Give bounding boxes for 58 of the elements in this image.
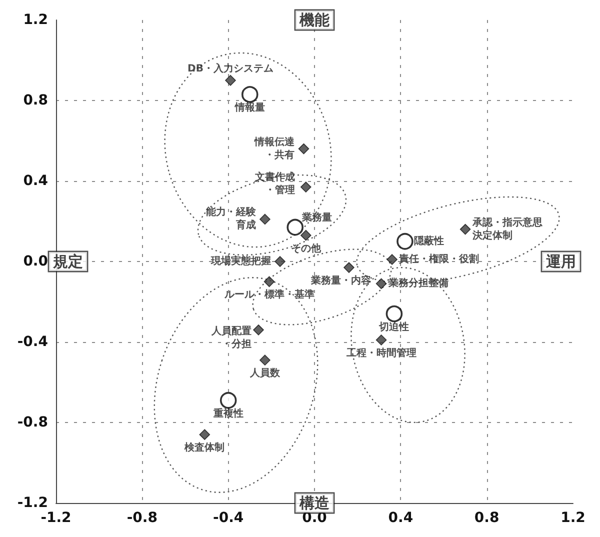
x-tick-label: 0.8: [474, 510, 500, 526]
annotation: 能力・経験育成: [206, 206, 257, 232]
point: [300, 230, 312, 241]
x-tick-label: -1.2: [40, 510, 72, 526]
annotation: 検査体制: [184, 442, 225, 454]
annotation: ルール・標準・基準: [223, 288, 314, 301]
annotation: 構造: [298, 494, 330, 512]
annotation: 承認・指示意思決定体制: [471, 216, 542, 242]
y-tick-label: 0.8: [23, 92, 48, 108]
annotation: 業務量・内容: [310, 274, 371, 287]
annotation: 業務量: [301, 211, 332, 224]
x-tick-label: 0.0: [302, 510, 328, 526]
annotation: 工程・時間管理: [345, 346, 416, 359]
point: [286, 218, 304, 236]
annotation: 人員配置・分担: [210, 324, 252, 350]
annotation: 隠蔽性: [414, 234, 444, 247]
annotation: 人員数: [248, 367, 281, 380]
y-tick-label: 0.4: [23, 173, 48, 189]
y-tick-label: -0.8: [17, 414, 48, 430]
annotation: 重複性: [212, 407, 244, 420]
point: [241, 86, 258, 103]
annotation: 規定: [52, 252, 83, 270]
y-tick-label: -0.4: [17, 334, 48, 350]
y-tick-label: 1.2: [23, 12, 48, 28]
point: [253, 324, 264, 336]
annotation: DB・入力システム: [188, 62, 274, 74]
point: [220, 392, 237, 409]
annotation: 運用: [545, 252, 576, 270]
point: [396, 232, 414, 250]
annotation: 文書作成・管理: [254, 171, 295, 196]
point: [199, 429, 210, 440]
annotation: 責任・権限・役割: [398, 252, 480, 265]
point: [225, 74, 236, 86]
point: [344, 262, 354, 273]
annotation: 業務分担整備: [387, 277, 448, 290]
annotation: 切迫性: [378, 320, 410, 333]
annotation: 機能: [298, 11, 330, 29]
y-tick-label: 0.0: [23, 254, 48, 270]
point: [300, 182, 312, 192]
point: [386, 254, 398, 265]
point: [298, 143, 310, 154]
x-tick-label: -0.8: [126, 510, 158, 526]
annotation: 現場実態把握: [210, 255, 272, 267]
x-tick-label: 0.4: [388, 510, 414, 526]
annotation: 情報量: [234, 101, 265, 114]
point: [386, 305, 403, 322]
point: [274, 256, 286, 267]
point: [264, 276, 275, 288]
annotation: その他: [290, 242, 322, 254]
x-tick-label: 1.2: [560, 510, 586, 526]
point: [376, 334, 387, 346]
point: [460, 224, 471, 235]
point: [260, 214, 270, 225]
annotation: 情報伝達・共有: [254, 136, 296, 161]
y-tick-label: -1.2: [17, 495, 48, 511]
x-tick-label: -0.4: [213, 510, 244, 526]
point: [376, 278, 387, 290]
point: [260, 354, 270, 366]
